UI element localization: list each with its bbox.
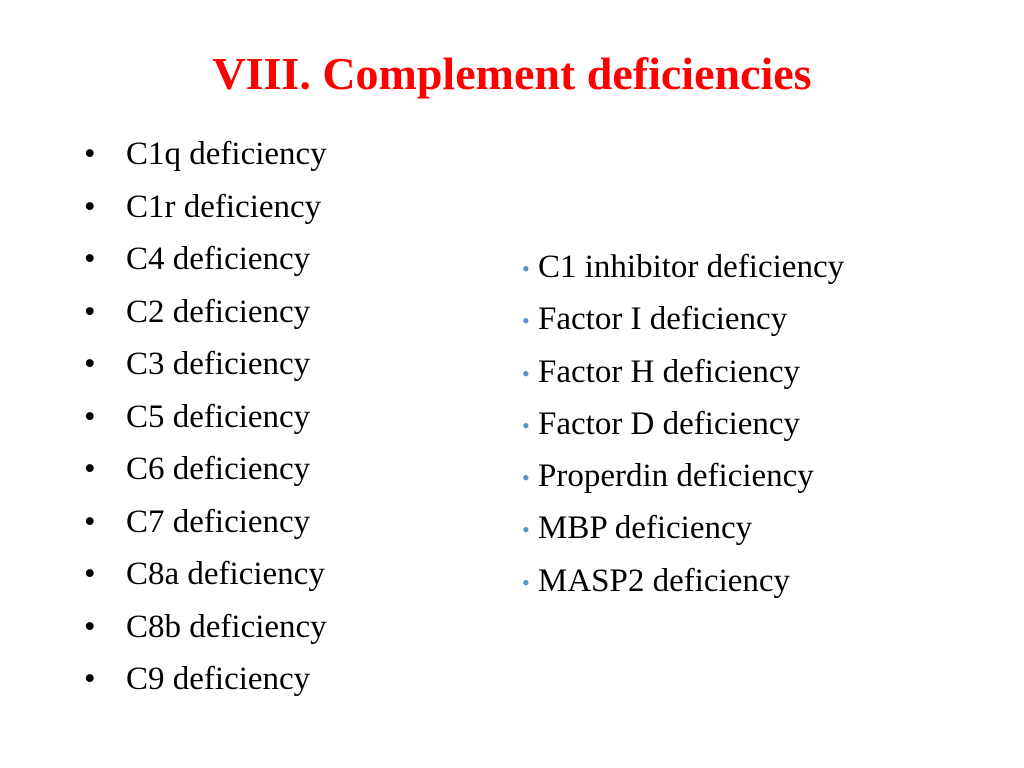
slide-title: VIII. Complement deficiencies xyxy=(212,48,812,99)
list-item-label: Factor H deficiency xyxy=(538,353,801,390)
list-item: • Factor I deficiency xyxy=(522,293,844,345)
bullet-icon: • xyxy=(84,451,96,487)
list-item: • MBP deficiency xyxy=(522,502,844,554)
list-item: • C4 deficiency xyxy=(84,233,327,286)
bullet-icon: • xyxy=(522,412,530,438)
list-item: • C6 deficiency xyxy=(84,443,327,496)
list-item-label: C7 deficiency xyxy=(126,503,311,540)
list-item-label: C2 deficiency xyxy=(126,293,311,330)
list-item-label: Factor I deficiency xyxy=(538,301,788,338)
list-item: • C5 deficiency xyxy=(84,391,327,444)
list-item-label: C9 deficiency xyxy=(126,661,311,697)
list-item-label: MASP2 deficiency xyxy=(538,562,791,599)
bullet-icon: • xyxy=(522,360,530,386)
list-item: • C7 deficiency xyxy=(84,496,327,549)
bullet-icon: • xyxy=(84,188,96,225)
bullet-icon: • xyxy=(84,556,96,592)
bullet-icon: • xyxy=(84,136,96,172)
list-item-label: C3 deficiency xyxy=(126,346,311,382)
bullet-icon: • xyxy=(84,398,96,435)
list-item-label: C5 deficiency xyxy=(126,398,311,435)
list-item: • C9 deficiency xyxy=(84,653,327,706)
list-item: • C1q deficiency xyxy=(84,128,327,181)
list-item: • C2 deficiency xyxy=(84,286,327,339)
list-item: • C8b deficiency xyxy=(84,601,327,654)
bullet-icon: • xyxy=(84,346,96,382)
bullet-icon: • xyxy=(522,569,530,595)
list-item-label: MBP deficiency xyxy=(538,510,753,547)
list-item: • C1r deficiency xyxy=(84,181,327,234)
list-item-label: C1q deficiency xyxy=(126,136,327,172)
bullet-icon: • xyxy=(84,241,96,277)
list-item-label: C6 deficiency xyxy=(126,451,311,487)
list-item: • C1 inhibitor deficiency xyxy=(522,241,844,293)
list-item: • C3 deficiency xyxy=(84,338,327,391)
list-item-label: C8b deficiency xyxy=(126,608,327,645)
bullet-icon: • xyxy=(84,608,96,645)
list-item: • Properdin deficiency xyxy=(522,450,844,502)
bullet-icon: • xyxy=(522,517,530,543)
list-item-label: Properdin deficiency xyxy=(538,458,814,495)
list-item: • Factor H deficiency xyxy=(522,346,844,398)
list-item-label: C4 deficiency xyxy=(126,241,311,277)
list-item-label: C1 inhibitor deficiency xyxy=(538,249,845,285)
list-item: • C8a deficiency xyxy=(84,548,327,601)
list-item-label: Factor D deficiency xyxy=(538,405,801,442)
regulatory-protein-list: • C1 inhibitor deficiency • Factor I defic… xyxy=(522,241,844,607)
bullet-icon: • xyxy=(84,503,96,540)
bullet-icon: • xyxy=(84,661,96,697)
list-item: • Factor D deficiency xyxy=(522,398,844,450)
bullet-icon: • xyxy=(522,308,530,334)
classical-pathway-list: • C1q deficiency • C1r deficiency • C4 defi… xyxy=(84,128,327,706)
bullet-icon: • xyxy=(84,293,96,330)
list-item-label: C1r deficiency xyxy=(126,188,322,225)
bullet-icon: • xyxy=(522,465,530,491)
list-item-label: C8a deficiency xyxy=(126,556,325,592)
bullet-icon: • xyxy=(522,256,530,281)
list-item: • MASP2 deficiency xyxy=(522,555,844,607)
